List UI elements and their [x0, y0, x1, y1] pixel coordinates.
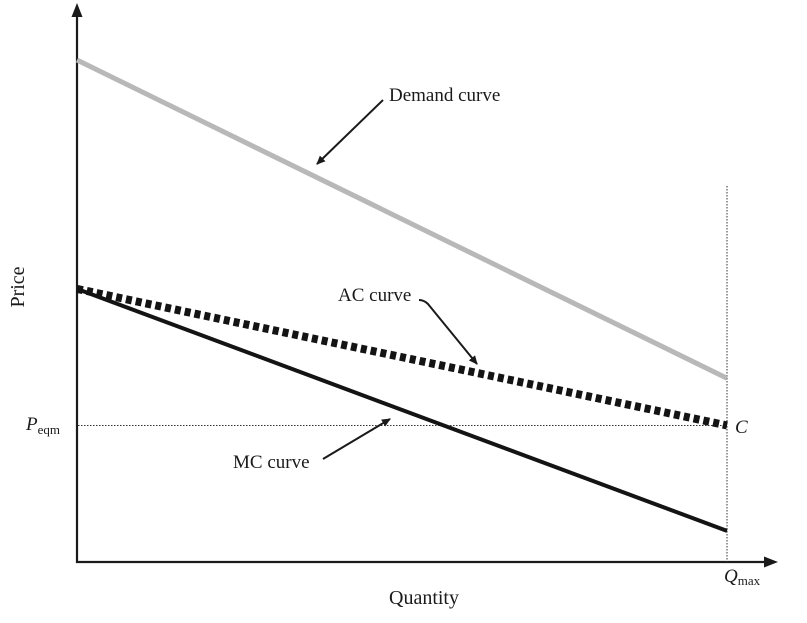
x-axis-title: Quantity [389, 587, 459, 609]
x-axis-arrowhead [764, 556, 778, 568]
equilibrium-price-label: Peqm [25, 414, 60, 437]
demand-curve-line [75, 57, 729, 381]
point-c-label: C [735, 417, 748, 438]
mc-annotation-arrow [322, 418, 391, 460]
mc-curve-line [76, 287, 728, 533]
y-axis-title: Price [7, 266, 29, 307]
ac-annotation-arrow [418, 299, 478, 365]
demand-curve-label: Demand curve [389, 85, 500, 106]
ac-curve-label: AC curve [338, 285, 411, 306]
y-axis-arrowhead [71, 3, 83, 17]
mc-curve-label: MC curve [233, 452, 310, 473]
ac-curve-line [76, 284, 728, 430]
max-quantity-label: Qmax [724, 566, 761, 588]
demand-annotation-arrow [316, 99, 384, 165]
